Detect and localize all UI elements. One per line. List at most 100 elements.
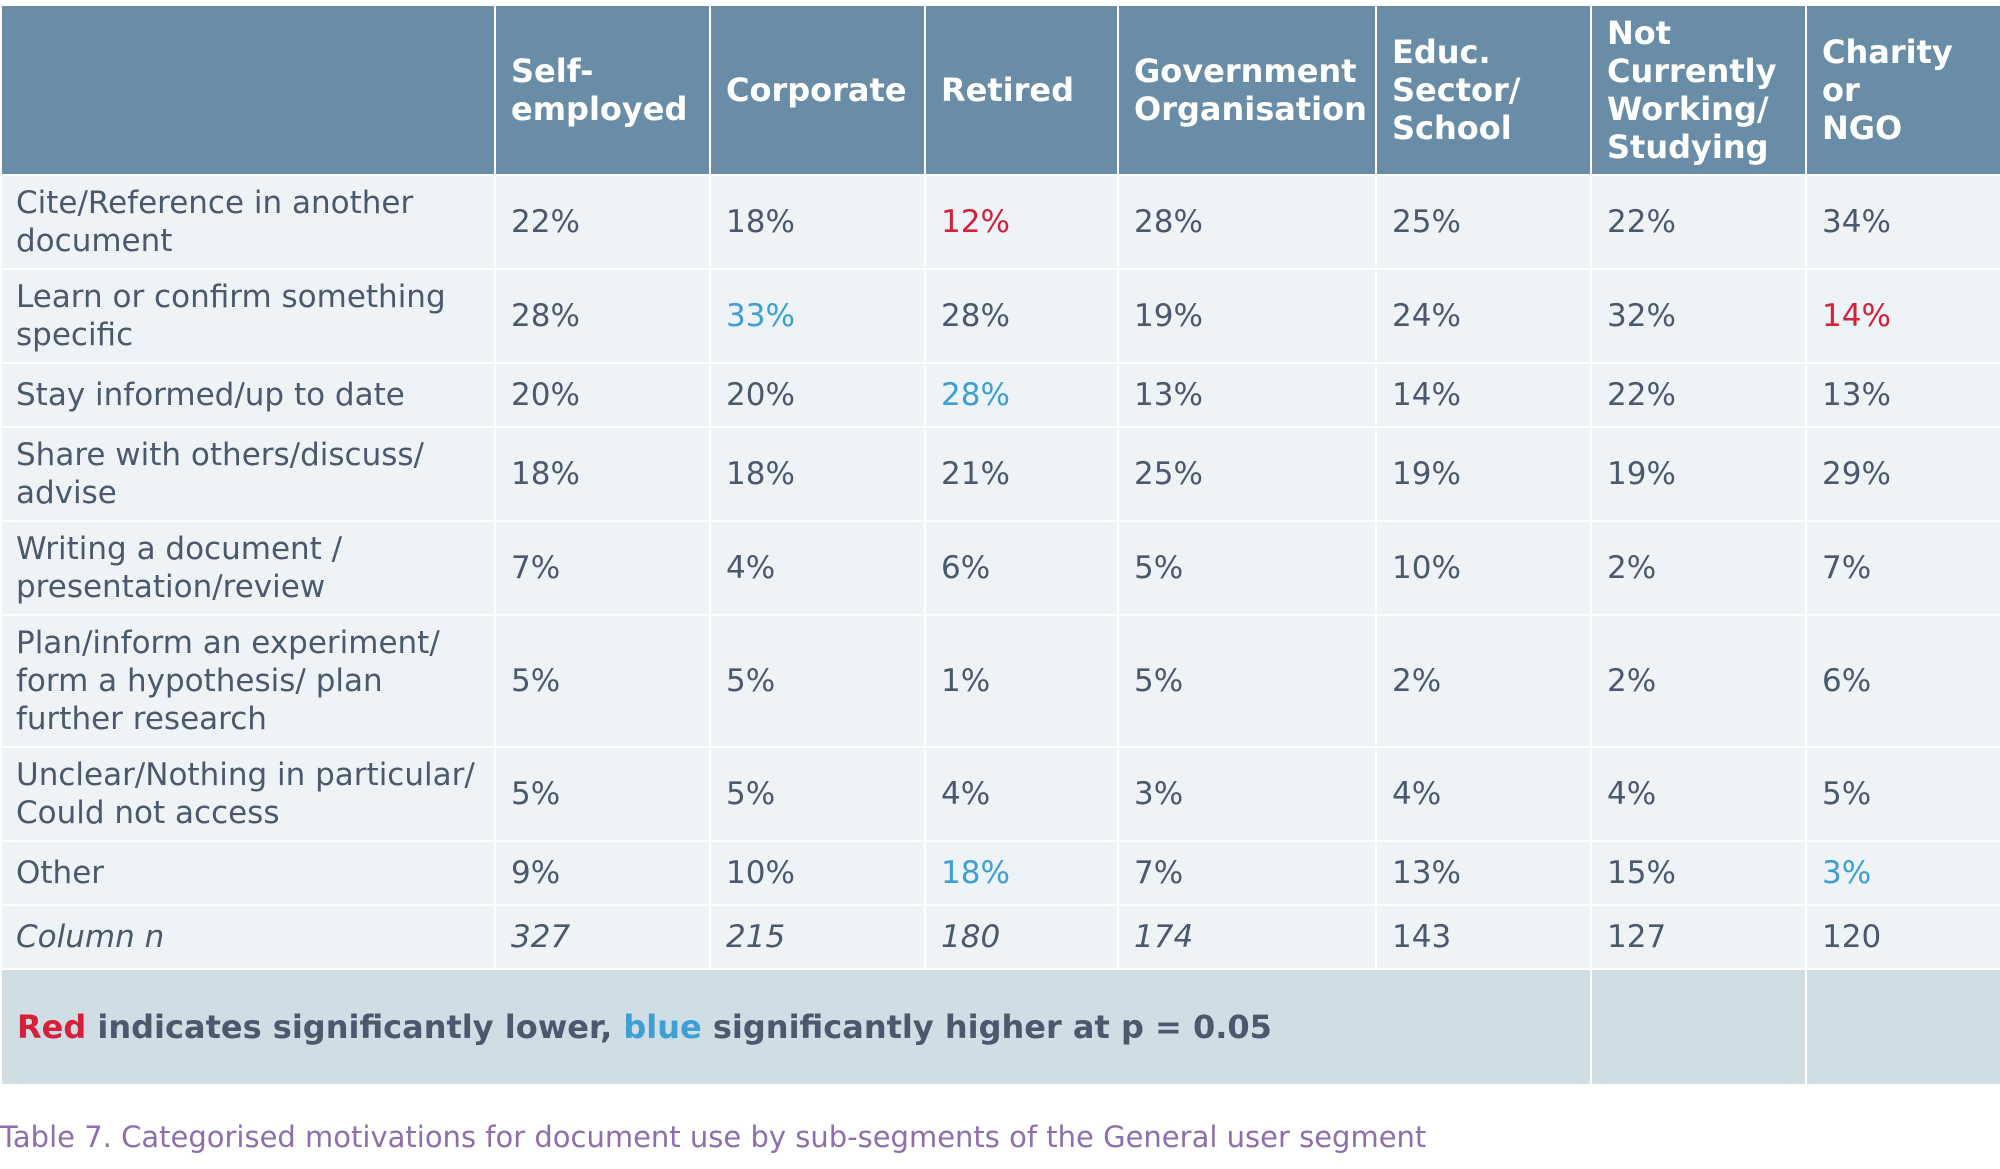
table-row: Stay informed/up to date 20% 20% 28% 13% 14% 2… bbox=[0, 362, 2000, 428]
table-row: Unclear/Nothing in particular/Could not … bbox=[0, 746, 2000, 842]
table-cell: 19% bbox=[1375, 426, 1592, 522]
table-cell: 28% bbox=[1117, 174, 1377, 270]
column-n-cell: 127 bbox=[1590, 904, 1807, 970]
table-cell: 7% bbox=[1805, 520, 2000, 616]
legend-row: Red indicates significantly lower, blue … bbox=[0, 968, 2000, 1086]
column-header: Corporate bbox=[709, 4, 926, 176]
table-cell: 25% bbox=[1375, 174, 1592, 270]
table-row: Plan/inform an experiment/form a hypothe… bbox=[0, 614, 2000, 748]
table-cell: 4% bbox=[1590, 746, 1807, 842]
legend-blue-word: blue bbox=[623, 1008, 702, 1046]
table-container: Self-employed Corporate Retired Government O… bbox=[0, 4, 2000, 1086]
table-cell: 18% bbox=[709, 174, 926, 270]
table-cell: 18% bbox=[709, 426, 926, 522]
table-cell: 7% bbox=[1117, 840, 1377, 906]
table-cell: 28% bbox=[924, 268, 1119, 364]
significance-legend: Red indicates significantly lower, blue … bbox=[0, 968, 1592, 1086]
table-cell: 4% bbox=[1375, 746, 1592, 842]
table-cell: 29% bbox=[1805, 426, 2000, 522]
header-corner-cell bbox=[0, 4, 496, 176]
row-label: Share with others/discuss/advise bbox=[0, 426, 496, 522]
table-cell: 14% bbox=[1805, 268, 2000, 364]
row-label: Learn or confirm something specific bbox=[0, 268, 496, 364]
table-cell: 6% bbox=[924, 520, 1119, 616]
row-label: Other bbox=[0, 840, 496, 906]
row-label: Plan/inform an experiment/form a hypothe… bbox=[0, 614, 496, 748]
table-cell: 34% bbox=[1805, 174, 2000, 270]
table-cell: 5% bbox=[1117, 520, 1377, 616]
legend-text: significantly higher at p = 0.05 bbox=[701, 1008, 1272, 1046]
table-row: Learn or confirm something specific 28% 33%… bbox=[0, 268, 2000, 364]
motivations-table: Self-employed Corporate Retired Government O… bbox=[0, 4, 2000, 1086]
table-cell: 28% bbox=[924, 362, 1119, 428]
table-cell: 7% bbox=[494, 520, 711, 616]
column-header: Self-employed bbox=[494, 4, 711, 176]
table-cell: 13% bbox=[1117, 362, 1377, 428]
table-cell: 9% bbox=[494, 840, 711, 906]
table-cell: 13% bbox=[1805, 362, 2000, 428]
column-header: Educ. Sector/School bbox=[1375, 4, 1592, 176]
column-n-cell: 215 bbox=[709, 904, 926, 970]
table-cell: 20% bbox=[494, 362, 711, 428]
row-label: Unclear/Nothing in particular/Could not … bbox=[0, 746, 496, 842]
table-cell: 4% bbox=[709, 520, 926, 616]
table-cell: 24% bbox=[1375, 268, 1592, 364]
table-cell: 3% bbox=[1117, 746, 1377, 842]
table-cell: 33% bbox=[709, 268, 926, 364]
table-cell: 5% bbox=[1805, 746, 2000, 842]
table-cell: 10% bbox=[709, 840, 926, 906]
column-n-cell: 143 bbox=[1375, 904, 1592, 970]
table-cell: 5% bbox=[494, 614, 711, 748]
row-label: Stay informed/up to date bbox=[0, 362, 496, 428]
column-n-row: Column n 327 215 180 174 143 127 120 bbox=[0, 904, 2000, 970]
table-cell: 18% bbox=[924, 840, 1119, 906]
legend-empty-cell bbox=[1590, 968, 1807, 1086]
table-cell: 5% bbox=[494, 746, 711, 842]
table-cell: 5% bbox=[709, 746, 926, 842]
column-header: Not Currently Working/Studying bbox=[1590, 4, 1807, 176]
table-cell: 6% bbox=[1805, 614, 2000, 748]
table-cell: 5% bbox=[1117, 614, 1377, 748]
table-cell: 20% bbox=[709, 362, 926, 428]
table-cell: 3% bbox=[1805, 840, 2000, 906]
table-cell: 32% bbox=[1590, 268, 1807, 364]
table-cell: 2% bbox=[1375, 614, 1592, 748]
table-row: Cite/Reference in another document 22% 18% 1… bbox=[0, 174, 2000, 270]
table-row: Share with others/discuss/advise 18% 18% 21… bbox=[0, 426, 2000, 522]
column-n-cell: 174 bbox=[1117, 904, 1377, 970]
table-cell: 19% bbox=[1590, 426, 1807, 522]
column-n-cell: 180 bbox=[924, 904, 1119, 970]
column-n-cell: 327 bbox=[494, 904, 711, 970]
table-cell: 19% bbox=[1117, 268, 1377, 364]
column-n-cell: 120 bbox=[1805, 904, 2000, 970]
legend-text: indicates significantly lower, bbox=[86, 1008, 624, 1046]
row-label: Cite/Reference in another document bbox=[0, 174, 496, 270]
legend-red-word: Red bbox=[17, 1008, 87, 1046]
table-cell: 25% bbox=[1117, 426, 1377, 522]
table-cell: 13% bbox=[1375, 840, 1592, 906]
table-cell: 10% bbox=[1375, 520, 1592, 616]
table-body: Cite/Reference in another document 22% 18% 1… bbox=[0, 174, 2000, 1086]
column-header: Government Organisation bbox=[1117, 4, 1377, 176]
table-cell: 1% bbox=[924, 614, 1119, 748]
table-cell: 15% bbox=[1590, 840, 1807, 906]
table-row: Writing a document / presentation/review 7… bbox=[0, 520, 2000, 616]
header-row: Self-employed Corporate Retired Government O… bbox=[0, 4, 2000, 176]
table-cell: 18% bbox=[494, 426, 711, 522]
table-cell: 4% bbox=[924, 746, 1119, 842]
table-cell: 22% bbox=[494, 174, 711, 270]
table-cell: 5% bbox=[709, 614, 926, 748]
row-label: Column n bbox=[0, 904, 496, 970]
table-cell: 2% bbox=[1590, 520, 1807, 616]
table-cell: 22% bbox=[1590, 174, 1807, 270]
column-header: Charity or NGO bbox=[1805, 4, 2000, 176]
table-caption: Table 7. Categorised motivations for doc… bbox=[0, 1120, 1427, 1154]
table-cell: 14% bbox=[1375, 362, 1592, 428]
row-label: Writing a document / presentation/review bbox=[0, 520, 496, 616]
table-cell: 2% bbox=[1590, 614, 1807, 748]
table-cell: 28% bbox=[494, 268, 711, 364]
legend-empty-cell bbox=[1805, 968, 2000, 1086]
column-header: Retired bbox=[924, 4, 1119, 176]
table-cell: 21% bbox=[924, 426, 1119, 522]
table-cell: 12% bbox=[924, 174, 1119, 270]
